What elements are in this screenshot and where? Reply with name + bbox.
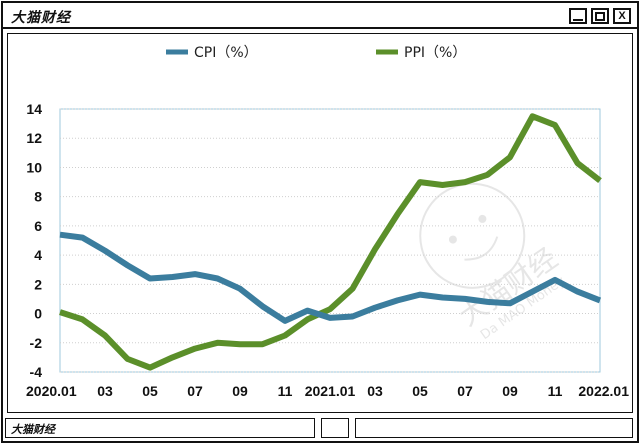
x-tick-label: 03 <box>367 383 383 399</box>
y-tick-label: 0 <box>34 306 42 322</box>
watermark-logo: 大猫财经 Da MAO Money <box>419 182 568 343</box>
minimize-icon <box>573 19 583 21</box>
plot-frame <box>59 108 601 373</box>
y-tick-label: 2 <box>34 276 42 292</box>
grid <box>59 108 601 373</box>
title-bar: 大猫财经 X <box>3 3 637 29</box>
chart-panel: 大猫财经 Da MAO Money -4 -2 0 2 4 6 8 10 12 14 2020.01… <box>7 33 633 413</box>
series-line-cpi <box>59 231 602 324</box>
legend: CPI（%） PPI（%） <box>166 45 466 61</box>
x-tick-label: 09 <box>232 383 248 399</box>
y-tick-label: 4 <box>34 247 42 263</box>
status-cell-right <box>355 418 633 438</box>
x-tick-label: 05 <box>142 383 158 399</box>
close-icon: X <box>618 9 626 22</box>
x-tick-label: 07 <box>457 383 473 399</box>
x-tick-label: 2022.01 <box>578 383 629 399</box>
y-tick-label: -4 <box>30 364 43 380</box>
y-tick-label: -2 <box>30 335 43 351</box>
maximize-button[interactable] <box>591 8 609 24</box>
y-tick-label: 6 <box>34 218 42 234</box>
x-tick-label: 07 <box>187 383 203 399</box>
x-tick-label: 03 <box>97 383 113 399</box>
y-tick-label: 12 <box>26 130 42 146</box>
x-tick-label: 2021.01 <box>305 383 356 399</box>
x-tick-label: 11 <box>278 383 293 399</box>
close-button[interactable]: X <box>613 8 631 24</box>
line-chart: 大猫财经 Da MAO Money -4 -2 0 2 4 6 8 10 12 14 2020.01… <box>26 45 629 399</box>
series-line-ppi <box>59 113 602 371</box>
y-tick-label: 10 <box>26 159 42 175</box>
y-tick-label: 8 <box>34 189 42 205</box>
status-label: 大猫财经 <box>11 423 55 436</box>
status-cell-left: 大猫财经 <box>5 418 315 438</box>
minimize-button[interactable] <box>569 8 587 24</box>
window-title: 大猫财经 <box>11 10 71 26</box>
y-tick-label: 14 <box>26 101 42 117</box>
axes: -4 -2 0 2 4 6 8 10 12 14 2020.01 03 05 07 09 11 2021.01 0… <box>26 101 629 399</box>
status-cell-middle <box>321 418 349 438</box>
status-bar: 大猫财经 <box>3 415 637 441</box>
maximize-icon <box>595 11 605 21</box>
legend-label-ppi: PPI（%） <box>404 45 466 61</box>
x-tick-label: 09 <box>502 383 518 399</box>
x-tick-label: 05 <box>412 383 428 399</box>
legend-label-cpi: CPI（%） <box>194 45 258 61</box>
series-lines <box>59 113 602 371</box>
x-tick-label: 11 <box>548 383 563 399</box>
x-tick-label: 2020.01 <box>26 383 77 399</box>
